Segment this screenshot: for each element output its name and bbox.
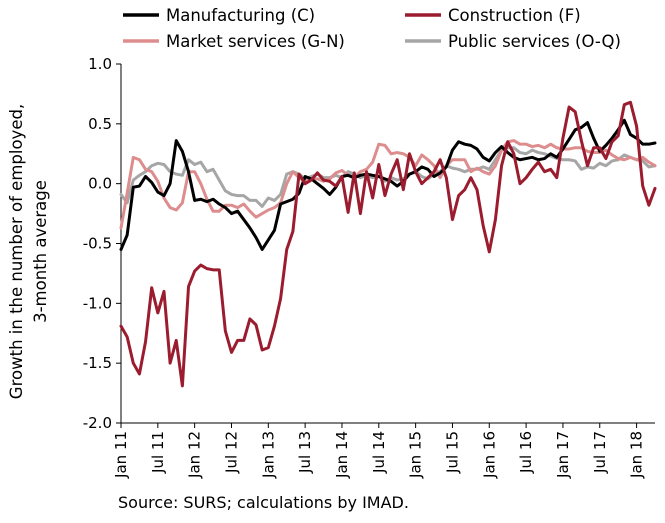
- x-tick-label: Jul 12: [222, 431, 240, 474]
- x-tick-label: Jul 13: [296, 431, 314, 474]
- series-lines: [119, 100, 657, 388]
- y-tick-label: -1.0: [83, 294, 112, 312]
- x-tick-label: Jan 18: [628, 431, 646, 479]
- y-axis-ticks: 1.0 0.5 0.0 -0.5 -1.0 -1.5 -2.0: [83, 55, 121, 432]
- x-tick-label: Jan 11: [112, 431, 130, 479]
- series-line-market-services-g-n: [119, 139, 657, 230]
- x-tick-label: Jul 15: [443, 431, 461, 474]
- legend-label: Manufacturing (C): [166, 6, 315, 25]
- series-line-construction-f: [119, 100, 657, 388]
- y-tick-label: 1.0: [88, 55, 112, 73]
- x-tick-label: Jan 13: [259, 431, 277, 479]
- legend-label: Market services (G-N): [166, 32, 345, 51]
- legend-label: Public services (O-Q): [448, 32, 621, 51]
- legend-label: Construction (F): [448, 6, 581, 25]
- y-axis-label: Growth in the number of employed, 3-month…: [7, 104, 50, 399]
- x-tick-label: Jul 16: [517, 431, 535, 474]
- x-tick-label: Jul 14: [370, 431, 388, 474]
- legend: Manufacturing (C) Construction (F) Market …: [123, 6, 621, 51]
- y-tick-label: -0.5: [83, 235, 112, 253]
- x-tick-label: Jan 17: [554, 431, 572, 479]
- y-axis-label-line: 3-month average: [31, 180, 50, 323]
- y-tick-label: -2.0: [83, 414, 112, 432]
- x-tick-label: Jul 17: [591, 431, 609, 474]
- y-tick-label: 0.5: [88, 115, 112, 133]
- series-line-public-services-o-q: [119, 146, 657, 208]
- x-axis-ticks: Jan 11 Jul 11 Jan 12 Jul 12 Jan 13 Jul 13 Jan …: [112, 423, 646, 479]
- x-tick-label: Jul 11: [149, 431, 167, 474]
- axes: [120, 64, 655, 424]
- x-tick-label: Jan 14: [333, 431, 351, 479]
- source-note: Source: SURS; calculations by IMAD.: [118, 493, 409, 512]
- x-tick-label: Jan 15: [407, 431, 425, 479]
- y-tick-label: -1.5: [83, 354, 112, 372]
- x-tick-label: Jan 12: [186, 431, 204, 479]
- y-axis-label-line: Growth in the number of employed,: [7, 104, 26, 399]
- x-tick-label: Jan 16: [480, 431, 498, 479]
- y-tick-label: 0.0: [88, 175, 112, 193]
